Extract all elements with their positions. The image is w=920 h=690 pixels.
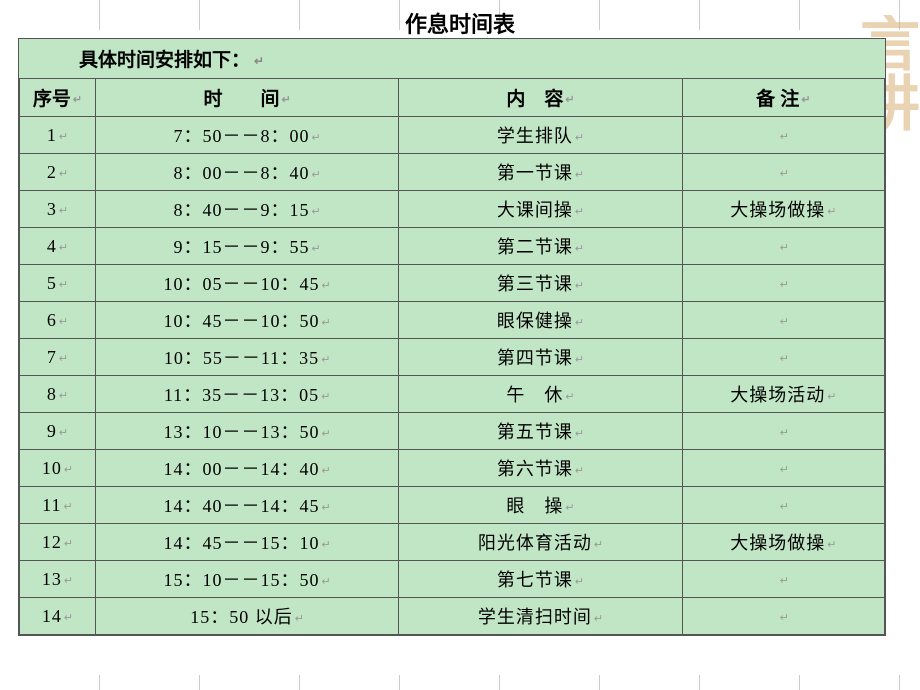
header-time: 时 间↵ [95,79,399,117]
cell-seq: 11↵ [20,487,96,524]
cell-seq: 13↵ [20,561,96,598]
table-row: 8↵11：35－－13：05↵午 休↵大操场活动↵ [20,376,885,413]
cell-note: ↵ [682,450,884,487]
cell-time: 13：10－－13：50↵ [95,413,399,450]
cell-note: 大操场活动↵ [682,376,884,413]
paragraph-mark-icon: ↵ [73,93,82,106]
cell-content: 学生排队↵ [399,117,682,154]
cell-note: ↵ [682,265,884,302]
cell-note: ↵ [682,154,884,191]
cell-note: ↵ [682,413,884,450]
table-row: 4↵9：15－－9：55↵第二节课↵↵ [20,228,885,265]
paragraph-mark-icon: ↵ [565,93,574,106]
cell-seq: 5↵ [20,265,96,302]
cell-content: 阳光体育活动↵ [399,524,682,561]
cell-seq: 7↵ [20,339,96,376]
schedule-table: 序号↵ 时 间↵ 内 容↵ 备 注↵ 1↵7：50－－8：00↵学生排队↵↵2↵… [19,78,885,635]
cell-content: 眼 操↵ [399,487,682,524]
table-row: 3↵8：40－－9：15↵大课间操↵大操场做操↵ [20,191,885,228]
cell-content: 第五节课↵ [399,413,682,450]
cell-time: 14：40－－14：45↵ [95,487,399,524]
cell-note: ↵ [682,302,884,339]
cell-note: ↵ [682,339,884,376]
table-row: 5↵10：05－－10：45↵第三节课↵↵ [20,265,885,302]
table-row: 14↵15：50 以后↵学生清扫时间↵↵ [20,598,885,635]
cell-time: 14：00－－14：40↵ [95,450,399,487]
header-seq: 序号↵ [20,79,96,117]
cell-content: 第三节课↵ [399,265,682,302]
cell-content: 午 休↵ [399,376,682,413]
cell-time: 8：00－－8：40↵ [95,154,399,191]
cell-seq: 4↵ [20,228,96,265]
cell-note: ↵ [682,487,884,524]
cell-note: ↵ [682,228,884,265]
ruler-bottom [0,675,920,690]
cell-seq: 8↵ [20,376,96,413]
cell-time: 9：15－－9：55↵ [95,228,399,265]
cell-content: 眼保健操↵ [399,302,682,339]
cell-note: ↵ [682,598,884,635]
cell-seq: 6↵ [20,302,96,339]
cell-note: ↵ [682,117,884,154]
cell-note: ↵ [682,561,884,598]
cell-content: 第七节课↵ [399,561,682,598]
table-row: 10↵14：00－－14：40↵第六节课↵↵ [20,450,885,487]
cell-seq: 14↵ [20,598,96,635]
cell-time: 10：55－－11：35↵ [95,339,399,376]
table-row: 1↵7：50－－8：00↵学生排队↵↵ [20,117,885,154]
cell-seq: 9↵ [20,413,96,450]
cell-content: 第四节课↵ [399,339,682,376]
table-body: 1↵7：50－－8：00↵学生排队↵↵2↵8：00－－8：40↵第一节课↵↵3↵… [20,117,885,635]
cell-content: 大课间操↵ [399,191,682,228]
page-title: 作息时间表 [0,7,920,39]
paragraph-mark-icon: ↵ [282,93,291,106]
cell-content: 第一节课↵ [399,154,682,191]
cell-content: 学生清扫时间↵ [399,598,682,635]
cell-time: 11：35－－13：05↵ [95,376,399,413]
table-row: 9↵13：10－－13：50↵第五节课↵↵ [20,413,885,450]
cell-time: 10：45－－10：50↵ [95,302,399,339]
cell-note: 大操场做操↵ [682,524,884,561]
cell-time: 14：45－－15：10↵ [95,524,399,561]
table-row: 2↵8：00－－8：40↵第一节课↵↵ [20,154,885,191]
cell-seq: 1↵ [20,117,96,154]
table-row: 13↵15：10－－15：50↵第七节课↵↵ [20,561,885,598]
cell-seq: 12↵ [20,524,96,561]
header-note: 备 注↵ [682,79,884,117]
schedule-table-container: 具体时间安排如下： ↵ 序号↵ 时 间↵ 内 容↵ 备 注↵ 1↵7：50－－8：… [18,38,886,636]
header-content: 内 容↵ [399,79,682,117]
subtitle-text: 具体时间安排如下： [79,50,250,71]
table-header-row: 序号↵ 时 间↵ 内 容↵ 备 注↵ [20,79,885,117]
table-row: 11↵14：40－－14：45↵眼 操↵↵ [20,487,885,524]
table-subtitle: 具体时间安排如下： ↵ [19,39,885,78]
table-row: 12↵14：45－－15：10↵阳光体育活动↵大操场做操↵ [20,524,885,561]
paragraph-mark-icon: ↵ [801,93,810,106]
cell-content: 第二节课↵ [399,228,682,265]
cell-content: 第六节课↵ [399,450,682,487]
table-row: 7↵10：55－－11：35↵第四节课↵↵ [20,339,885,376]
table-row: 6↵10：45－－10：50↵眼保健操↵↵ [20,302,885,339]
cell-time: 8：40－－9：15↵ [95,191,399,228]
cell-seq: 10↵ [20,450,96,487]
paragraph-mark-icon: ↵ [254,54,264,68]
cell-seq: 3↵ [20,191,96,228]
cell-seq: 2↵ [20,154,96,191]
cell-note: 大操场做操↵ [682,191,884,228]
cell-time: 15：10－－15：50↵ [95,561,399,598]
cell-time: 7：50－－8：00↵ [95,117,399,154]
cell-time: 15：50 以后↵ [95,598,399,635]
cell-time: 10：05－－10：45↵ [95,265,399,302]
